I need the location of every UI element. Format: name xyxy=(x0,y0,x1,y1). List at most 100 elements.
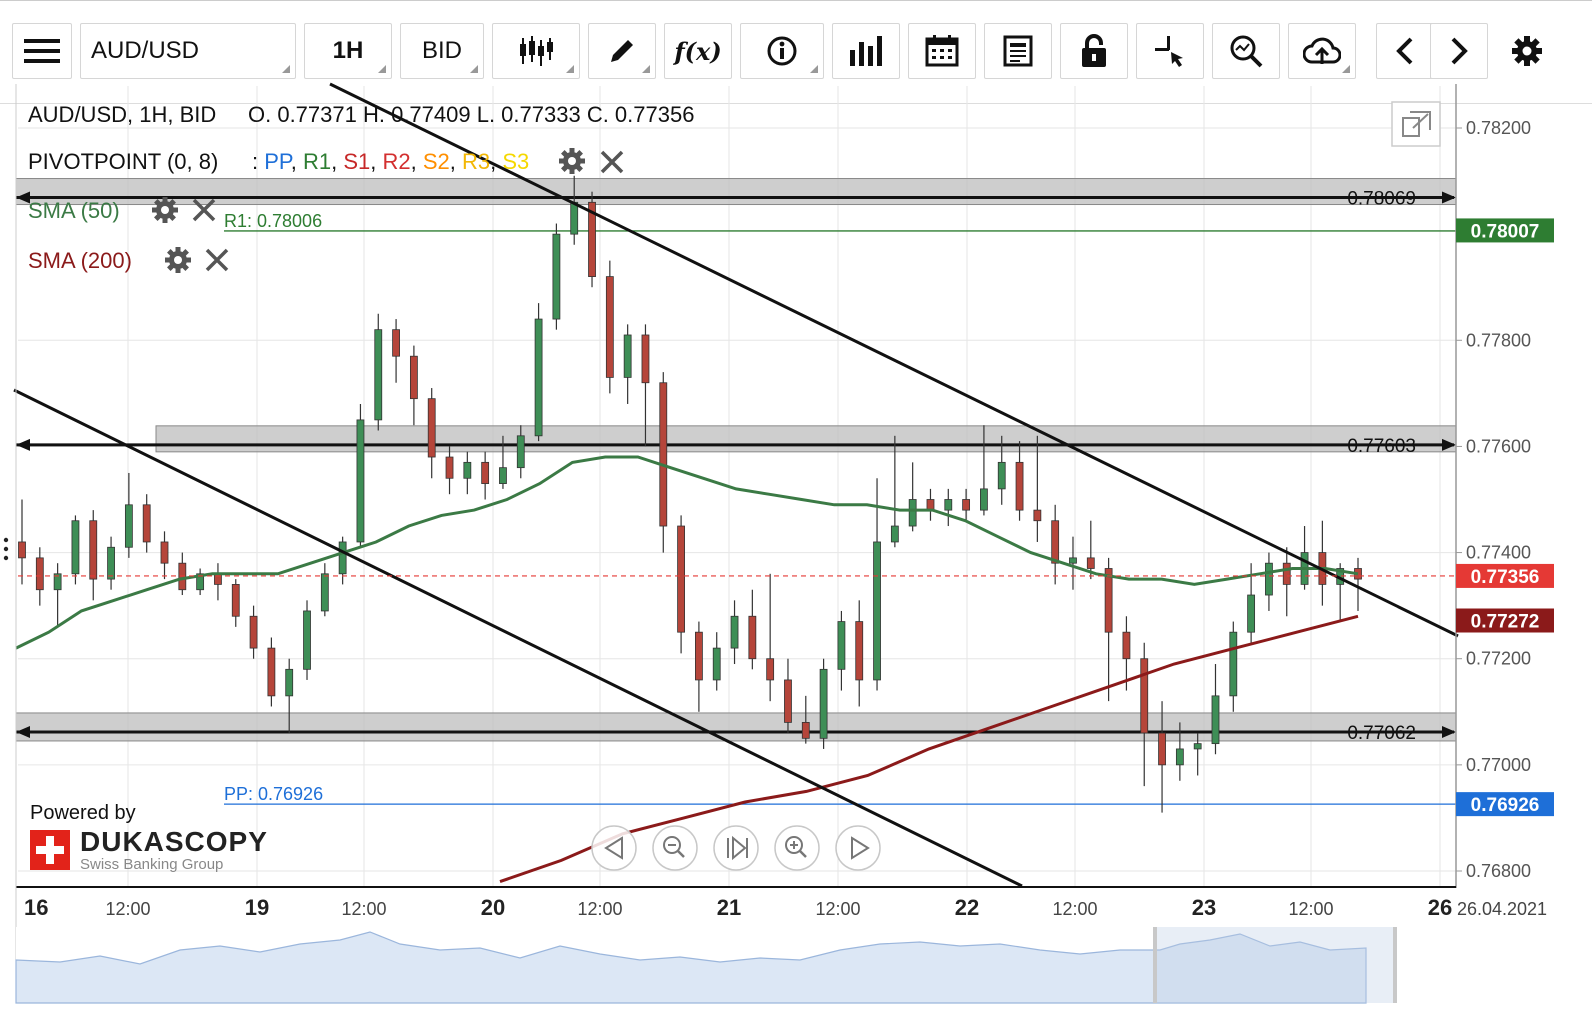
scroll-right-button[interactable] xyxy=(1430,23,1488,79)
candle xyxy=(570,201,579,235)
dropdown-corner-icon xyxy=(282,65,290,73)
candle xyxy=(1069,557,1077,564)
x-tick-label: 12:00 xyxy=(105,899,150,919)
navigator-handle-right[interactable] xyxy=(1393,927,1397,1003)
info-icon xyxy=(767,36,797,66)
lock-icon xyxy=(1082,34,1106,67)
candle xyxy=(641,334,650,384)
sma50-line[interactable] xyxy=(15,455,1359,650)
crosshair-button[interactable] xyxy=(1136,23,1204,79)
calendar-button[interactable] xyxy=(908,23,976,79)
sma200-remove-button[interactable] xyxy=(205,248,229,272)
sma200-line[interactable] xyxy=(499,614,1359,884)
sma200-settings-button[interactable] xyxy=(165,247,191,273)
candle xyxy=(855,621,864,681)
scroll-back-button[interactable] xyxy=(591,825,637,871)
volume-button[interactable] xyxy=(832,23,900,79)
scroll-forward-button[interactable] xyxy=(835,825,881,871)
pivot-separator: , xyxy=(490,149,502,174)
lock-button[interactable] xyxy=(1060,23,1128,79)
y-tick-label: 0.76800 xyxy=(1466,861,1531,881)
pivot-settings-button[interactable] xyxy=(559,148,585,174)
symbol-selector[interactable]: AUD/USD xyxy=(80,23,296,79)
candle xyxy=(1229,631,1238,697)
price-side-selector[interactable]: BID xyxy=(400,23,484,79)
candle xyxy=(392,329,400,357)
x-date-label: 26.04.2021 xyxy=(1457,899,1547,919)
jump-to-end-icon xyxy=(727,835,748,861)
drawing-tools-button[interactable] xyxy=(588,23,656,79)
crosshair-icon xyxy=(1155,36,1183,67)
sma50-label: SMA (50) xyxy=(28,198,120,223)
pivot-items: : PP, R1, S1, R2, S2, R3, S3 xyxy=(252,149,529,174)
candle xyxy=(1211,695,1220,745)
pivot-lines: R1: 0.78006 PP: 0.76926 xyxy=(224,211,1456,805)
level-band[interactable] xyxy=(155,425,1457,453)
x-tick-label: 26 xyxy=(1428,895,1452,920)
candle xyxy=(427,398,436,458)
sma50-settings-button[interactable] xyxy=(152,197,178,223)
menu-button[interactable] xyxy=(12,23,72,79)
candle xyxy=(695,631,703,681)
candle xyxy=(409,355,418,400)
cloud-upload-icon xyxy=(1303,37,1341,64)
candle xyxy=(908,499,917,527)
pivot-separator: , xyxy=(450,149,462,174)
candle xyxy=(997,461,1006,490)
maximize-button[interactable] xyxy=(1391,101,1441,147)
candle xyxy=(267,647,276,697)
news-button[interactable] xyxy=(984,23,1052,79)
sma200-label: SMA (200) xyxy=(28,248,132,273)
price-tag xyxy=(1456,608,1554,633)
price-tag-label: 0.76926 xyxy=(1471,795,1540,816)
timeframe-label: 1H xyxy=(332,37,364,64)
sma50-remove-button[interactable] xyxy=(192,198,216,222)
pivot-remove-button[interactable] xyxy=(600,150,624,174)
candle xyxy=(1247,594,1256,633)
y-tick-label: 0.77600 xyxy=(1466,436,1531,456)
dropdown-corner-icon xyxy=(810,65,818,73)
timeframe-selector[interactable]: 1H xyxy=(304,23,392,79)
candle xyxy=(962,499,971,511)
dropdown-corner-icon xyxy=(1342,65,1350,73)
candle xyxy=(766,658,775,681)
settings-button[interactable] xyxy=(1494,23,1560,79)
navigator-window[interactable] xyxy=(1156,927,1394,1003)
gear-icon xyxy=(165,247,191,273)
scroll-left-button[interactable] xyxy=(1376,23,1434,79)
navigator-handle-left[interactable] xyxy=(1153,927,1157,1003)
grid xyxy=(18,86,1456,887)
candle xyxy=(1051,520,1060,564)
candle xyxy=(124,504,133,548)
trend-line-upper[interactable] xyxy=(329,82,1459,638)
x-tick-label: 20 xyxy=(481,895,505,920)
zoom-in-button[interactable] xyxy=(774,825,820,871)
upload-button[interactable] xyxy=(1288,23,1356,79)
triangle-left-icon xyxy=(604,836,623,860)
chart-type-button[interactable] xyxy=(492,23,580,79)
navigator[interactable] xyxy=(15,927,1556,1004)
candle xyxy=(534,318,543,437)
dukascopy-logo[interactable]: DUKASCOPY Swiss Banking Group xyxy=(30,826,267,873)
info-button[interactable] xyxy=(740,23,824,79)
price-tags: 0.78007 0.77356 0.77272 0.76926 xyxy=(1456,218,1554,817)
pivot-item-pp: PP xyxy=(264,149,293,174)
x-tick-label: 12:00 xyxy=(815,899,860,919)
calendar-icon xyxy=(925,35,959,67)
pivot-item-r3: R3 xyxy=(462,149,490,174)
zoom-out-button[interactable] xyxy=(652,825,698,871)
candle xyxy=(303,610,311,670)
level-band[interactable] xyxy=(15,712,1457,742)
level-band[interactable] xyxy=(15,178,1457,206)
reset-view-button[interactable] xyxy=(713,825,759,871)
indicators-button[interactable]: f(x) xyxy=(664,23,732,79)
trend-line-lower[interactable] xyxy=(13,388,1023,888)
zoom-button[interactable] xyxy=(1212,23,1280,79)
gear-icon xyxy=(559,148,585,174)
pivot-indicator-label: PIVOTPOINT (0, 8) xyxy=(28,149,218,174)
left-panel-handle[interactable] xyxy=(0,537,12,561)
toolbar: AUD/USD 1H BID f(x) xyxy=(0,0,1592,104)
pivot-item-s1: S1 xyxy=(343,149,370,174)
price-tag-label: 0.77272 xyxy=(1471,612,1540,633)
